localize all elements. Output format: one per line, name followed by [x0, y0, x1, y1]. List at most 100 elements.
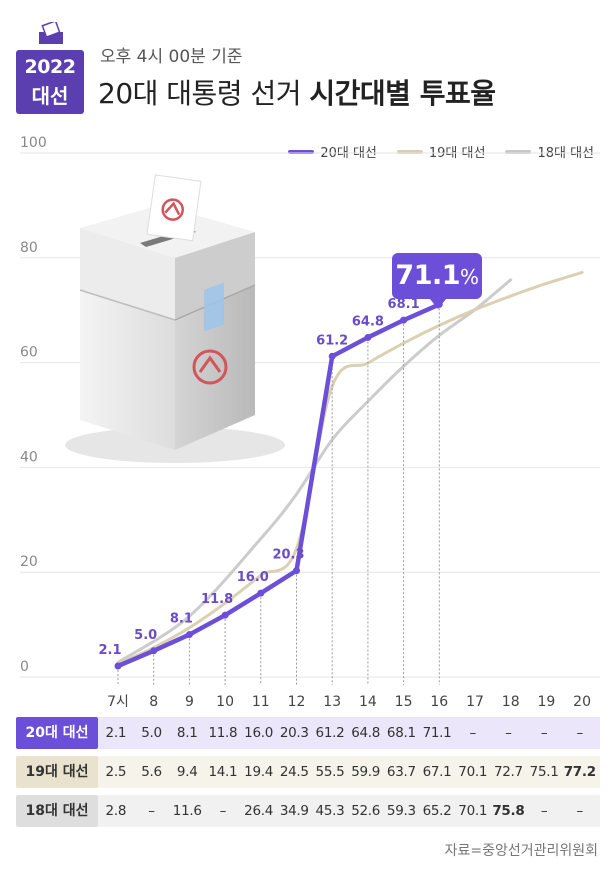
series-20-point	[400, 316, 408, 324]
x-axis-ticks: 7시 8 9 10 11 12 13 14 15 16 17 18 19 20	[107, 694, 591, 710]
data-label: 5.0	[134, 628, 157, 643]
table-cell: 75.8	[492, 803, 525, 819]
data-label: 16.0	[237, 570, 269, 585]
x-tick-label: 14	[359, 694, 377, 710]
data-label: 64.8	[352, 314, 384, 329]
row-cells-18: 2.8 – 11.6 – 26.4 34.9 45.3 52.6 59.3 65.2 70.1 75.…	[98, 795, 600, 827]
legend-swatch-20	[288, 149, 315, 154]
table-cell: 19.4	[244, 764, 274, 780]
table-cell: 59.3	[386, 803, 416, 819]
x-tick-label: 17	[466, 694, 484, 710]
table-cell: 2.5	[105, 764, 127, 780]
ballot-box-illustration	[65, 174, 285, 463]
series-20-point	[114, 662, 122, 670]
y-tick-label: 80	[20, 240, 38, 256]
title-plain: 20대 대통령 선거	[98, 77, 310, 110]
table-cell: 2.1	[105, 725, 127, 741]
y-tick-label: 0	[20, 659, 29, 675]
row-cells-20: 2.1 5.0 8.1 11.8 16.0 20.3 61.2 64.8 68.1 71.1 – – –…	[98, 717, 600, 749]
table-cell: 64.8	[351, 725, 381, 741]
series-19-path	[116, 270, 584, 666]
table-cell: 2.8	[105, 803, 127, 819]
x-tick-label: 18	[502, 694, 520, 710]
series-18-line	[116, 278, 513, 664]
x-tick-label: 16	[430, 694, 448, 710]
y-tick-label: 20	[20, 554, 38, 570]
series-20-point	[185, 631, 193, 639]
table-cell: –	[219, 803, 227, 819]
table-cell: 26.4	[244, 803, 274, 819]
callout-value: 71.1	[395, 260, 461, 291]
legend-swatch-18	[505, 149, 532, 154]
callout-unit: %	[460, 265, 479, 289]
badge-label: 대선	[31, 84, 69, 108]
ballot-box-icon	[39, 22, 63, 44]
table-cell: 61.2	[315, 725, 345, 741]
table-cell: 71.1	[422, 725, 452, 741]
series-20-point	[257, 589, 265, 597]
x-tick-label: 7시	[107, 694, 129, 710]
table-cell: 72.7	[493, 764, 523, 780]
series-20-line	[114, 300, 443, 670]
table-cell: 16.0	[244, 725, 274, 741]
table-cell: 11.8	[208, 725, 238, 741]
data-label: 61.2	[316, 333, 348, 348]
table-cell: –	[505, 725, 512, 741]
table-cell: 59.9	[351, 764, 381, 780]
table-cell: 65.2	[422, 803, 452, 819]
table-cell: –	[469, 725, 476, 741]
table-cell: 70.1	[458, 764, 488, 780]
x-tick-label: 11	[252, 694, 270, 710]
x-tick-label: 13	[323, 694, 341, 710]
table-cell: 68.1	[386, 725, 416, 741]
data-drop-lines	[117, 304, 440, 685]
data-label: 2.1	[98, 643, 121, 658]
y-tick-label: 100	[20, 135, 47, 151]
series-20-point	[293, 567, 300, 575]
table-cell: 75.1	[529, 764, 559, 780]
table-cell: 11.6	[172, 803, 202, 819]
data-label: 20.3	[272, 548, 304, 563]
y-tick-label: 60	[20, 345, 38, 361]
legend-swatch-19	[396, 149, 423, 154]
table-cell: 34.9	[279, 803, 309, 819]
data-label: 68.1	[388, 297, 420, 312]
table-cell: 9.4	[176, 764, 198, 780]
turnout-line-chart: 2.1 5.0 8.1 11.8 16.020.3 61.2 64.8 68.1 0 20 40 6…	[20, 135, 600, 710]
subtitle: 오후 4시 00분 기준	[100, 47, 243, 67]
table-row-20: 20대 대선 2.1 5.0 8.1 11.8 16.0 20.3 61.2 64.8 68.1…	[16, 717, 600, 749]
table-cell: –	[540, 803, 548, 819]
table-cell: 63.7	[386, 764, 416, 780]
data-labels: 2.1 5.0 8.1 11.8 16.020.3 61.2 64.8 68.1	[98, 297, 419, 658]
table-cell: 8.1	[176, 725, 198, 741]
table-cell: 70.1	[458, 803, 488, 819]
table-cell: 24.5	[279, 764, 309, 780]
series-18-path	[116, 278, 513, 664]
x-tick-label: 12	[288, 694, 306, 710]
x-tick-label: 20	[573, 694, 591, 710]
table-cell: –	[148, 803, 155, 819]
callout-pointer	[430, 299, 446, 309]
series-20-point	[221, 611, 229, 619]
x-tick-label: 10	[216, 694, 234, 710]
table-row-19: 19대 대선 2.5 5.6 9.4 14.1 19.4 24.5 55.5 59.9 63.7…	[16, 756, 600, 788]
x-tick-label: 8	[149, 694, 158, 710]
table-cell: 5.0	[141, 725, 162, 741]
x-tick-label: 15	[395, 694, 413, 710]
row-header-19: 19대 대선	[16, 756, 98, 788]
series-19-line	[116, 270, 584, 666]
latest-turnout-callout: 71.1%	[392, 253, 482, 309]
source-note: 자료=중앙선거관리위원회	[444, 843, 598, 859]
table-cell: –	[576, 803, 584, 819]
table-cell: 14.1	[208, 764, 238, 780]
table-cell: –	[540, 725, 548, 741]
table-cell: 5.6	[141, 764, 162, 780]
row-header-18: 18대 대선	[16, 795, 98, 827]
series-20-point	[150, 647, 158, 655]
title-bold: 시간대별 투표율	[309, 77, 496, 110]
series-20-path	[115, 302, 442, 669]
data-label: 8.1	[170, 612, 193, 627]
row-cells-19: 2.5 5.6 9.4 14.1 19.4 24.5 55.5 59.9 63.7 67.1 70.…	[98, 756, 600, 788]
x-tick-label: 9	[185, 694, 194, 710]
